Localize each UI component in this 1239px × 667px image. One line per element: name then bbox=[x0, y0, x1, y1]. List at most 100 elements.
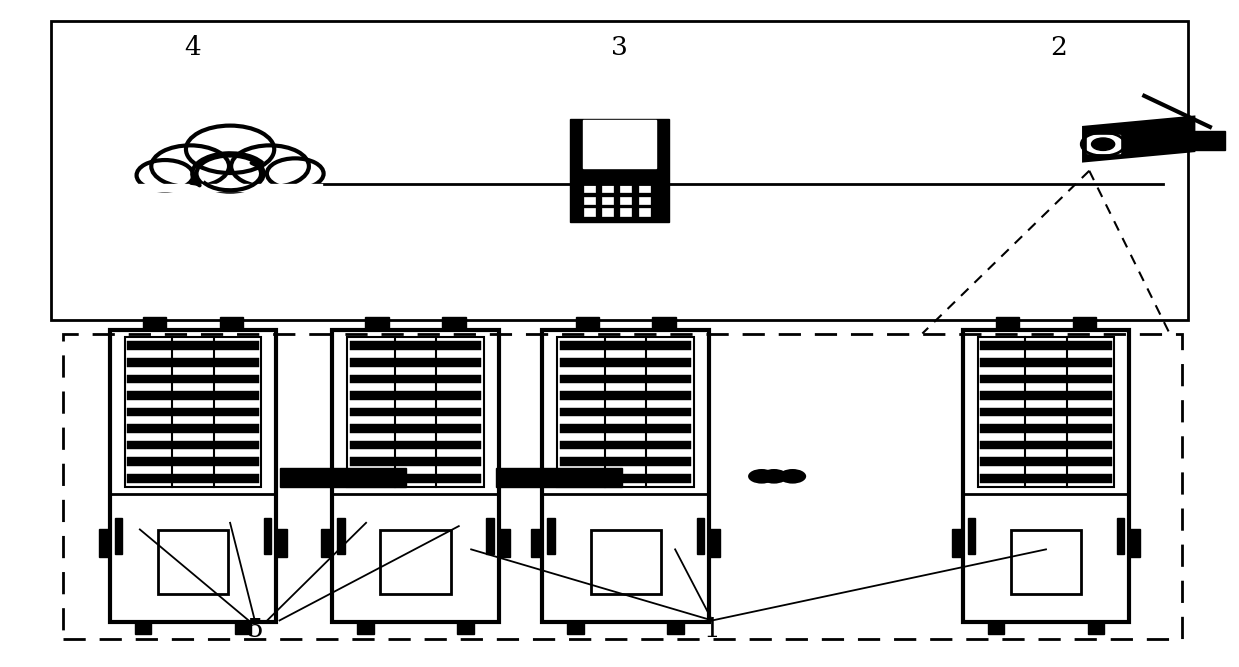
Text: 2: 2 bbox=[1049, 35, 1067, 61]
Circle shape bbox=[748, 469, 776, 484]
Bar bbox=[135, 622, 151, 634]
Bar bbox=[560, 375, 691, 384]
Bar bbox=[980, 391, 1111, 400]
Bar bbox=[128, 458, 259, 466]
Text: 5: 5 bbox=[247, 616, 263, 642]
Bar bbox=[584, 185, 595, 192]
Bar bbox=[543, 330, 709, 622]
Bar bbox=[109, 330, 276, 622]
Bar bbox=[560, 474, 691, 482]
Bar bbox=[980, 408, 1111, 416]
Bar bbox=[157, 530, 228, 594]
Bar bbox=[560, 424, 691, 433]
Bar bbox=[128, 391, 259, 400]
Bar bbox=[621, 185, 632, 192]
Bar bbox=[496, 468, 622, 487]
Bar bbox=[114, 518, 123, 554]
Bar bbox=[499, 528, 509, 557]
Bar bbox=[968, 518, 975, 554]
Bar bbox=[380, 530, 451, 594]
Bar bbox=[366, 317, 389, 330]
Bar bbox=[99, 528, 109, 557]
Bar bbox=[349, 474, 481, 482]
Circle shape bbox=[1092, 138, 1115, 151]
Bar bbox=[532, 528, 543, 557]
Bar bbox=[349, 458, 481, 466]
Bar bbox=[128, 441, 259, 450]
Bar bbox=[980, 424, 1111, 433]
Circle shape bbox=[232, 145, 309, 187]
Bar bbox=[639, 208, 649, 216]
Bar bbox=[963, 330, 1130, 622]
Bar bbox=[280, 468, 405, 487]
Bar bbox=[560, 391, 691, 400]
Circle shape bbox=[779, 469, 807, 484]
Bar bbox=[560, 441, 691, 450]
Bar bbox=[653, 317, 675, 330]
Bar bbox=[1073, 317, 1097, 330]
Circle shape bbox=[136, 160, 193, 191]
Bar bbox=[639, 197, 649, 204]
Bar bbox=[560, 358, 691, 367]
Bar bbox=[347, 338, 484, 486]
Bar bbox=[234, 622, 252, 634]
Bar bbox=[125, 338, 261, 486]
Bar bbox=[709, 528, 720, 557]
Bar bbox=[980, 474, 1111, 482]
Bar bbox=[128, 342, 259, 350]
Bar bbox=[548, 518, 555, 554]
Bar bbox=[349, 441, 481, 450]
Bar bbox=[602, 185, 613, 192]
Bar bbox=[696, 518, 704, 554]
Bar bbox=[591, 530, 660, 594]
Circle shape bbox=[186, 125, 274, 173]
Bar bbox=[128, 375, 259, 384]
Bar bbox=[980, 458, 1111, 466]
Bar bbox=[621, 197, 632, 204]
Bar bbox=[487, 518, 494, 554]
Bar bbox=[1088, 622, 1104, 634]
Polygon shape bbox=[1083, 117, 1194, 161]
Bar bbox=[584, 208, 595, 216]
Bar bbox=[558, 338, 694, 486]
Bar bbox=[1011, 530, 1082, 594]
Bar bbox=[349, 391, 481, 400]
Bar bbox=[349, 408, 481, 416]
Bar bbox=[980, 441, 1111, 450]
Bar bbox=[621, 208, 632, 216]
Bar bbox=[128, 424, 259, 433]
Bar bbox=[980, 342, 1111, 350]
Bar bbox=[349, 342, 481, 350]
Bar bbox=[560, 458, 691, 466]
Bar bbox=[128, 408, 259, 416]
Bar bbox=[349, 424, 481, 433]
Bar bbox=[560, 408, 691, 416]
Bar bbox=[952, 528, 963, 557]
Circle shape bbox=[266, 158, 323, 189]
Bar bbox=[349, 358, 481, 367]
Bar bbox=[996, 317, 1020, 330]
Bar bbox=[264, 518, 271, 554]
Bar bbox=[584, 197, 595, 204]
Bar bbox=[602, 197, 613, 204]
Bar bbox=[276, 528, 287, 557]
Bar bbox=[128, 474, 259, 482]
Circle shape bbox=[151, 145, 229, 187]
Bar bbox=[63, 334, 1182, 639]
Bar bbox=[1116, 518, 1125, 554]
Bar bbox=[142, 317, 166, 330]
Bar bbox=[582, 120, 657, 167]
Bar bbox=[560, 342, 691, 350]
Bar bbox=[357, 622, 374, 634]
Bar bbox=[602, 208, 613, 216]
Circle shape bbox=[761, 469, 788, 484]
Bar bbox=[987, 622, 1005, 634]
Bar bbox=[128, 358, 259, 367]
Bar bbox=[337, 518, 344, 554]
Bar bbox=[639, 185, 649, 192]
Bar bbox=[51, 21, 1188, 320]
Text: 1: 1 bbox=[704, 616, 721, 642]
Bar bbox=[332, 330, 499, 622]
Text: 4: 4 bbox=[185, 35, 202, 61]
Bar bbox=[980, 375, 1111, 384]
